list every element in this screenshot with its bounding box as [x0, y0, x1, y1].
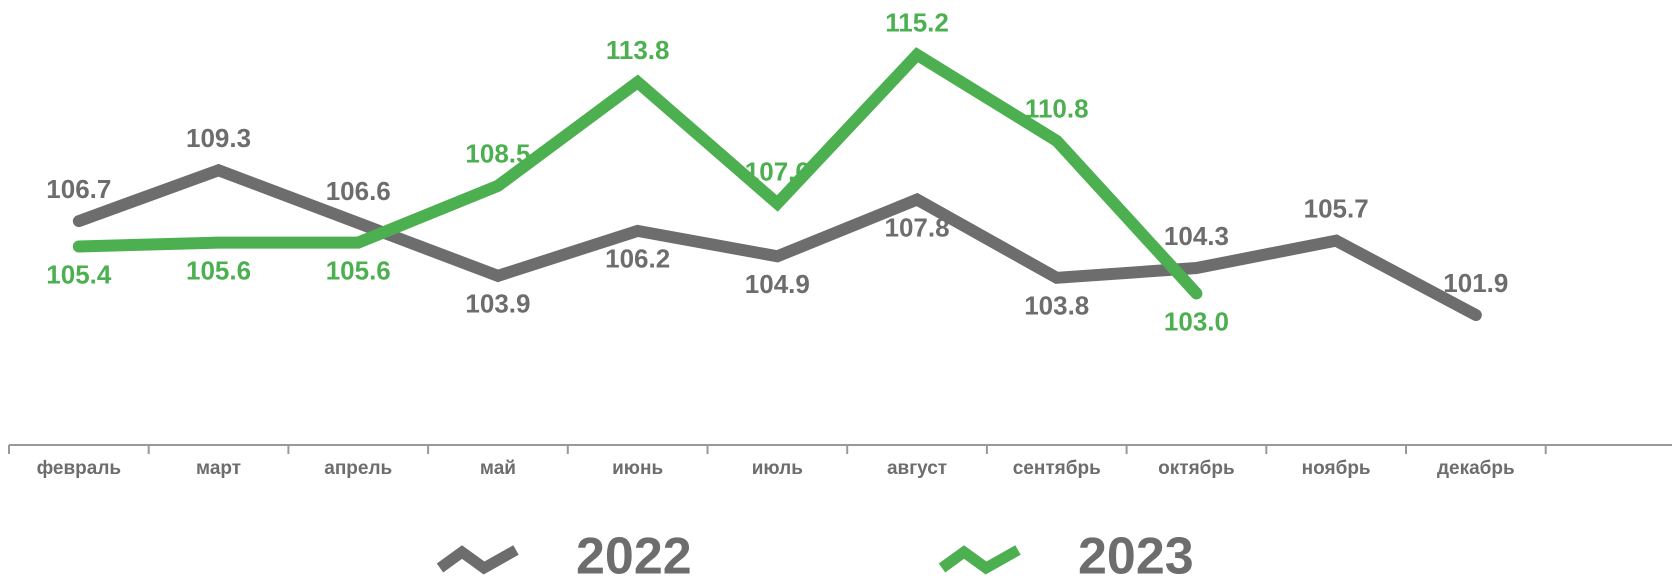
series-line: [72, 163, 1482, 321]
data-label: 104.9: [745, 269, 810, 299]
x-tick-label: ноябрь: [1302, 458, 1371, 479]
data-label: 106.2: [605, 244, 670, 274]
series-line: [72, 47, 1203, 300]
x-tick-label: август: [887, 458, 947, 479]
data-label: 105.6: [326, 255, 391, 285]
data-label: 109.3: [186, 123, 251, 153]
x-tick-label: декабрь: [1437, 458, 1515, 479]
x-tick-label: май: [480, 458, 516, 479]
data-label: 106.6: [326, 176, 391, 206]
data-label: 113.8: [606, 35, 670, 65]
data-label: 105.4: [46, 259, 112, 289]
data-label: 101.9: [1443, 268, 1508, 298]
data-label: 105.6: [186, 255, 251, 285]
x-tick-label: октябрь: [1158, 458, 1235, 479]
legend-icon: [938, 545, 1021, 575]
data-label: 105.7: [1304, 194, 1369, 224]
x-tick-label: июнь: [612, 458, 663, 479]
data-label: 107.6: [745, 156, 810, 186]
data-label: 103.9: [465, 289, 530, 319]
legend-icon: [436, 545, 519, 575]
data-label: 115.2: [885, 8, 949, 38]
x-tick-label: февраль: [37, 458, 122, 479]
data-label: 107.8: [885, 212, 950, 242]
data-label: 103.8: [1024, 291, 1089, 321]
data-label: 103.0: [1164, 306, 1229, 336]
x-tick-label: июль: [752, 458, 803, 479]
x-tick-label: март: [196, 458, 241, 479]
x-tick-label: сентябрь: [1013, 458, 1101, 479]
data-label: 106.7: [46, 174, 111, 204]
legend-label: 2023: [1078, 528, 1194, 580]
data-label: 108.5: [465, 139, 530, 169]
data-label: 110.8: [1025, 94, 1089, 124]
data-label: 104.3: [1164, 221, 1229, 251]
x-tick-label: апрель: [324, 458, 392, 479]
legend-label: 2022: [576, 528, 692, 580]
